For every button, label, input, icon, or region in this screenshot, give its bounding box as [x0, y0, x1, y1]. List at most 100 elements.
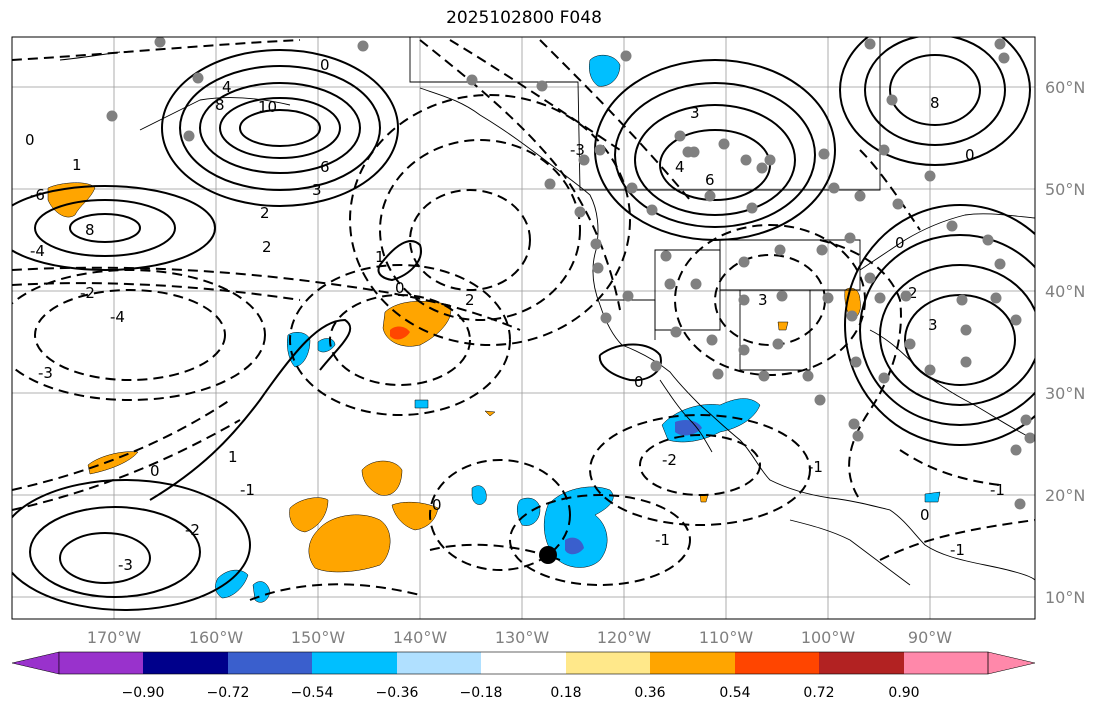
- station-dot: [900, 290, 912, 302]
- station-dot: [924, 170, 936, 182]
- latitude-labels: 60°N 50°N 40°N 30°N 20°N 10°N: [1045, 78, 1085, 607]
- storm-center-marker: [539, 546, 557, 564]
- station-dot: [674, 130, 686, 142]
- station-dot: [816, 244, 828, 256]
- contour-label: 2: [908, 284, 918, 302]
- contour-label: 0: [320, 56, 330, 74]
- colorbar-segment: [143, 652, 228, 674]
- station-dot: [690, 278, 702, 290]
- lat-label: 50°N: [1045, 180, 1085, 199]
- station-dot: [706, 334, 718, 346]
- station-dot: [738, 294, 750, 306]
- lon-label: 150°W: [291, 628, 346, 647]
- contour-label: 0: [150, 462, 160, 480]
- station-dot: [960, 324, 972, 336]
- lon-label: 90°W: [908, 628, 952, 647]
- contour-label: 1: [228, 448, 238, 466]
- contour-label: 8: [930, 94, 940, 112]
- colorbar-frame: [58, 651, 989, 675]
- colorbar-extend-low: [11, 651, 60, 675]
- contour-label: 0: [432, 496, 442, 514]
- lon-label: 100°W: [801, 628, 856, 647]
- contour-label: -2: [80, 284, 95, 302]
- shaded-strong-negative-2: [565, 537, 584, 555]
- colorbar-tick: 0.36: [634, 685, 665, 701]
- longitude-labels: 170°W 160°W 150°W 140°W 130°W 120°W 110°…: [87, 628, 952, 647]
- station-dot: [590, 238, 602, 250]
- contour-label: 2: [260, 204, 270, 222]
- lat-label: 20°N: [1045, 486, 1085, 505]
- contour-label: -2: [185, 521, 200, 539]
- station-dot: [574, 206, 586, 218]
- lat-label: 10°N: [1045, 588, 1085, 607]
- station-dot: [592, 262, 604, 274]
- station-dot: [650, 360, 662, 372]
- station-dot: [774, 244, 786, 256]
- station-dot: [998, 52, 1010, 64]
- station-dot: [846, 310, 858, 322]
- contour-label: 2: [262, 238, 272, 256]
- station-dot: [688, 146, 700, 158]
- contours-negative: [12, 39, 1035, 601]
- contour-label: -1: [240, 481, 255, 499]
- contour-label: 8: [215, 96, 225, 114]
- colorbar-tick: −0.72: [207, 685, 250, 701]
- station-dot: [1010, 444, 1022, 456]
- colorbar-extend-high: [987, 651, 1036, 675]
- colorbar-segment: [228, 652, 312, 674]
- contour-label: 0: [25, 131, 35, 149]
- contour-label: 0: [634, 373, 644, 391]
- station-dot: [746, 202, 758, 214]
- map-border: [11, 36, 1036, 620]
- contour-label: 4: [222, 78, 232, 96]
- shaded-strong-positive: [390, 326, 410, 340]
- lon-label: 110°W: [699, 628, 754, 647]
- contour-label: 1: [375, 248, 385, 266]
- station-dot: [864, 38, 876, 50]
- contour-label: 8: [85, 221, 95, 239]
- contour-label: -4: [30, 242, 45, 260]
- lon-label: 170°W: [87, 628, 142, 647]
- station-dot: [764, 154, 776, 166]
- station-dot: [154, 37, 166, 48]
- colorbar-tick: 0.72: [803, 685, 834, 701]
- contour-label: -3: [38, 364, 53, 382]
- contour-label: 0: [395, 279, 405, 297]
- contour-label: 10: [258, 98, 277, 116]
- station-dot: [990, 292, 1002, 304]
- contour-label: -1: [990, 481, 1005, 499]
- station-dot: [718, 138, 730, 150]
- station-dot: [578, 154, 590, 166]
- map-title: 2025102800 F048: [446, 8, 602, 28]
- station-dot: [994, 38, 1006, 50]
- station-dot: [544, 178, 556, 190]
- station-dot: [738, 344, 750, 356]
- colorbar-ticks: −0.90 −0.72 −0.54 −0.36 −0.18 0.18 0.36 …: [122, 685, 920, 701]
- contour-label: 3: [928, 316, 938, 334]
- colorbar-segment: [735, 652, 819, 674]
- colorbar-tick: −0.90: [122, 685, 165, 701]
- colorbar-segment: [566, 652, 650, 674]
- colorbar-segment: [819, 652, 904, 674]
- station-dot: [704, 190, 716, 202]
- lat-label: 40°N: [1045, 282, 1085, 301]
- lon-label: 140°W: [393, 628, 448, 647]
- contour-label: -4: [110, 308, 125, 326]
- station-dot: [848, 418, 860, 430]
- contour-label: 3: [690, 104, 700, 122]
- colorbar-segment: [904, 652, 988, 674]
- station-dot: [956, 294, 968, 306]
- station-dot: [854, 190, 866, 202]
- colorbar-segment: [481, 652, 566, 674]
- contour-label: 4: [675, 158, 685, 176]
- station-dot: [626, 182, 638, 194]
- contour-label: -1: [950, 541, 965, 559]
- station-dot: [904, 338, 916, 350]
- station-dot: [357, 40, 369, 52]
- colorbar-tick: 0.18: [550, 685, 581, 701]
- station-dot: [828, 182, 840, 194]
- contour-label: 0: [965, 146, 975, 164]
- contour-label: -1: [655, 531, 670, 549]
- station-dot: [620, 50, 632, 62]
